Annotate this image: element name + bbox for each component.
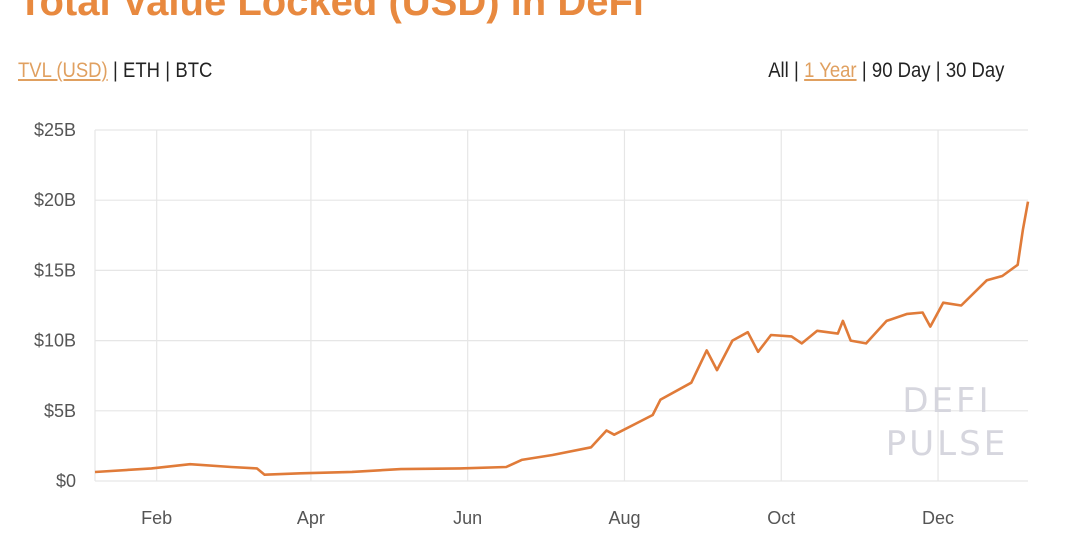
y-tick-label: $5B <box>44 401 76 421</box>
separator: | <box>861 59 867 82</box>
y-tick-label: $0 <box>56 471 76 491</box>
metric-tabs: TVL (USD) | ETH | BTC <box>18 59 212 83</box>
series <box>94 201 1030 476</box>
x-tick-label: Apr <box>297 508 325 528</box>
y-tick-label: $10B <box>34 331 76 351</box>
watermark-line1: DEFI <box>902 381 991 421</box>
x-tick-label: Oct <box>767 508 795 528</box>
y-tick-label: $25B <box>34 120 76 140</box>
x-tick-label: Jun <box>453 508 482 528</box>
x-tick-label: Aug <box>608 508 640 528</box>
x-tick-label: Dec <box>922 508 954 528</box>
tab-tvl-usd[interactable]: TVL (USD) <box>18 59 108 82</box>
page-title: Total Value Locked (USD) in DeFi <box>18 0 645 24</box>
tab-eth[interactable]: ETH <box>123 59 161 82</box>
range-tabs: All | 1 Year | 90 Day | 30 Day <box>768 59 1004 83</box>
tab-all[interactable]: All <box>767 59 789 82</box>
separator: | <box>935 59 941 82</box>
tab-btc[interactable]: BTC <box>175 59 213 82</box>
axis-ticks: $0 $5B $10B $15B $20B $25B Feb Apr Jun Aug Oct Dec <box>34 120 954 528</box>
tab-1-year[interactable]: 1 Year <box>803 59 857 82</box>
separator: | <box>112 59 118 82</box>
grid <box>94 129 1028 482</box>
tvl-series-line <box>94 201 1030 476</box>
y-tick-label: $15B <box>34 260 76 280</box>
x-tick-label: Feb <box>141 508 172 528</box>
y-tick-label: $20B <box>34 190 76 210</box>
tab-90-day[interactable]: 90 Day <box>871 59 931 82</box>
separator: | <box>165 59 171 82</box>
watermark-line2: PULSE <box>886 424 1008 464</box>
separator: | <box>793 59 799 82</box>
tab-30-day[interactable]: 30 Day <box>945 59 1004 82</box>
